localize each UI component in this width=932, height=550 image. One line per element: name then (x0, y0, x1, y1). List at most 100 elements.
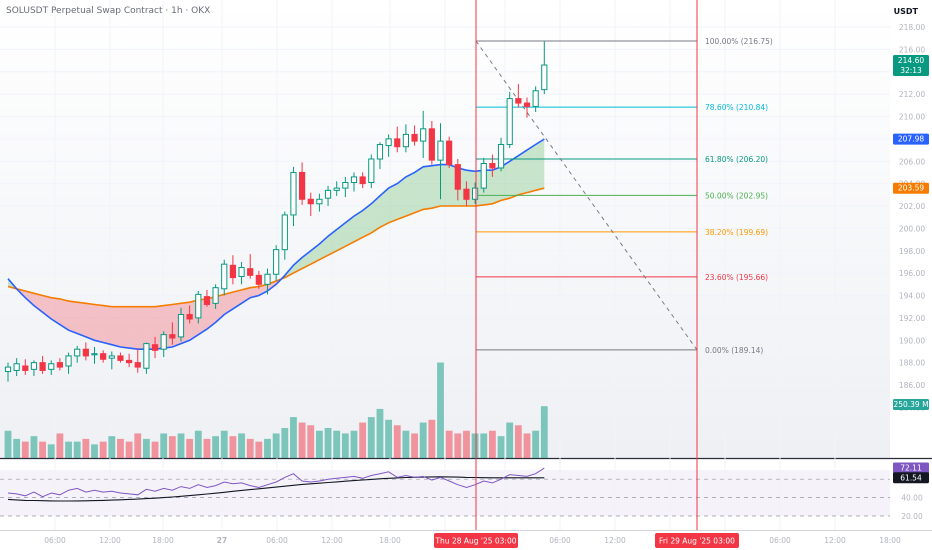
last-price-badge: 214.60 (898, 56, 924, 65)
candle-body (333, 187, 340, 191)
volume-bar (264, 438, 271, 458)
candle-body (376, 143, 384, 160)
volume-bar (220, 430, 228, 458)
volume-bar (255, 441, 263, 458)
volume-bar (514, 425, 522, 458)
volume-bar (272, 433, 280, 458)
volume-bar (393, 425, 401, 458)
volume-bar (341, 433, 349, 458)
candle-body (56, 362, 63, 368)
price-tick-label: 212.00 (899, 90, 925, 99)
ema-ribbon-segment (68, 301, 78, 334)
ema-ribbon-segment (224, 292, 233, 315)
volume-bar (428, 419, 436, 458)
time-tick-label: 27 (217, 536, 227, 545)
price-tick-label: 198.00 (899, 247, 925, 256)
candle-body (394, 138, 401, 148)
ema-ribbon-segment (241, 287, 251, 304)
volume-bar (108, 436, 116, 458)
candle-body (229, 264, 237, 279)
volume-bar (47, 444, 55, 458)
volume-bar (402, 430, 410, 458)
ema-fast-badge-bg (893, 133, 929, 145)
ema-ribbon-segment (354, 210, 363, 242)
volume-bar (411, 433, 418, 458)
volume-bar (160, 433, 168, 458)
rsi-line (7, 467, 545, 498)
volume-bar (419, 422, 427, 458)
price-tick-label: 206.00 (899, 157, 925, 166)
ema-ribbon-segment (258, 284, 268, 296)
volume-bar (91, 444, 98, 458)
time-marker-b-label-bg (655, 533, 739, 548)
fib-level-label: 23.60% (195.66) (705, 273, 768, 282)
candle-body (91, 353, 98, 356)
rsi-ma-badge: 61.54 (900, 473, 922, 482)
ema-fast-badge: 207.98 (898, 135, 924, 144)
time-marker-b-label: Fri 29 Aug '25 03:00 (659, 537, 735, 546)
volume-bar (73, 441, 81, 458)
time-tick-label: 18:00 (379, 536, 401, 545)
ema-ribbon-segment (509, 155, 519, 199)
ema-ribbon-segment (518, 150, 527, 195)
last-price-badge-bg (893, 55, 929, 77)
ema-ribbon-segment (440, 164, 450, 206)
volume-bar (497, 436, 505, 458)
time-tick-label: 06:00 (769, 536, 791, 545)
ema-ribbon-segment (111, 306, 121, 347)
candle-body (177, 314, 185, 338)
ema-ribbon-segment (250, 286, 259, 298)
ema-slow-badge: 203.59 (898, 184, 924, 193)
candle-body (480, 162, 487, 189)
candle-body (212, 287, 219, 304)
volume-bar (125, 441, 133, 458)
ema-ribbon-segment (379, 188, 389, 228)
volume-bar (56, 433, 64, 458)
time-tick-label: 12:00 (321, 536, 343, 545)
ema-slow-badge-bg (893, 182, 929, 194)
candle-body (324, 189, 332, 199)
price-unit: USDT (893, 7, 918, 16)
volume-bar (367, 417, 375, 458)
ema-ribbon-segment (397, 176, 406, 220)
candle-body (255, 274, 262, 285)
rsi-tick-label: 40.00 (901, 494, 923, 503)
ema-ribbon-segment (302, 250, 311, 269)
candle-body (428, 128, 435, 161)
volume-bar (143, 438, 150, 458)
ema-slow-line (7, 187, 545, 308)
volume-bar (168, 436, 176, 458)
candle-body (281, 214, 288, 251)
ema-ribbon-segment (120, 306, 130, 349)
candle-body (385, 138, 392, 147)
ema-ribbon-segment (137, 306, 147, 350)
price-tick-label: 194.00 (899, 292, 925, 301)
volume-bar (186, 438, 194, 458)
volume-bar (454, 433, 462, 458)
ema-ribbon-segment (51, 297, 60, 325)
candle-body (100, 353, 107, 360)
price-tick-label: 216.00 (899, 45, 925, 54)
time-tick-label: 06:00 (266, 536, 288, 545)
candle-body (160, 334, 167, 350)
candle-body (515, 98, 522, 104)
time-tick-label: 12:00 (99, 536, 121, 545)
ema-ribbon-segment (388, 183, 398, 223)
candle-body (13, 363, 20, 371)
ema-ribbon-segment (336, 222, 346, 251)
price-tick-label: 218.00 (899, 23, 925, 32)
time-tick-label: 12:00 (604, 536, 626, 545)
candle-body (108, 355, 115, 359)
volume-bar (30, 436, 38, 458)
volume-bar (65, 441, 72, 458)
candle-body (39, 362, 46, 371)
volume-bar (523, 433, 531, 458)
volume-bar (290, 417, 297, 458)
volume-bar (385, 419, 392, 458)
volume-bar (445, 430, 453, 458)
price-tick-label: 210.00 (899, 113, 925, 122)
volume-bar (39, 441, 46, 458)
volume-bar (194, 430, 202, 458)
candle-body (523, 102, 531, 107)
